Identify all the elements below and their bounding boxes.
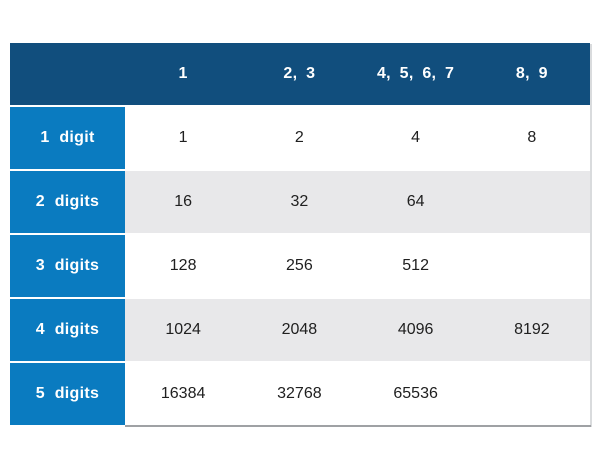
- table-cell: 1024: [125, 299, 242, 361]
- column-header-2-3: 2, 3: [241, 43, 358, 105]
- row-header-3-digits: 3 digits: [10, 235, 125, 297]
- table-cell: 1: [125, 107, 242, 169]
- table-cell: 16384: [125, 363, 242, 425]
- table-cell: 64: [357, 171, 474, 233]
- row-header-1-digit: 1 digit: [10, 107, 125, 169]
- table-cell: [473, 235, 590, 297]
- row-header-4-digits: 4 digits: [10, 299, 125, 361]
- row-header-2-digits: 2 digits: [10, 171, 125, 233]
- table-cell: 2: [241, 107, 358, 169]
- column-header-8-9: 8, 9: [473, 43, 590, 105]
- table-cell: 16: [125, 171, 242, 233]
- powers-of-two-table: 1 2, 3 4, 5, 6, 7 8, 9 1 digit 1 2 4 8 2…: [10, 43, 592, 427]
- table-cell: 2048: [241, 299, 358, 361]
- table-cell: 4: [357, 107, 474, 169]
- table-cell: 128: [125, 235, 242, 297]
- header-corner-cell: [10, 43, 125, 105]
- table-cell: 8192: [473, 299, 590, 361]
- table-cell: [473, 171, 590, 233]
- table-cell: 32768: [241, 363, 358, 425]
- table-cell: [473, 363, 590, 425]
- table-cell: 65536: [357, 363, 474, 425]
- table-cell: 512: [357, 235, 474, 297]
- table-cell: 256: [241, 235, 358, 297]
- table-cell: 4096: [357, 299, 474, 361]
- row-header-5-digits: 5 digits: [10, 363, 125, 425]
- table-cell: 8: [473, 107, 590, 169]
- column-header-4-5-6-7: 4, 5, 6, 7: [357, 43, 474, 105]
- table-cell: 32: [241, 171, 358, 233]
- column-header-1: 1: [125, 43, 242, 105]
